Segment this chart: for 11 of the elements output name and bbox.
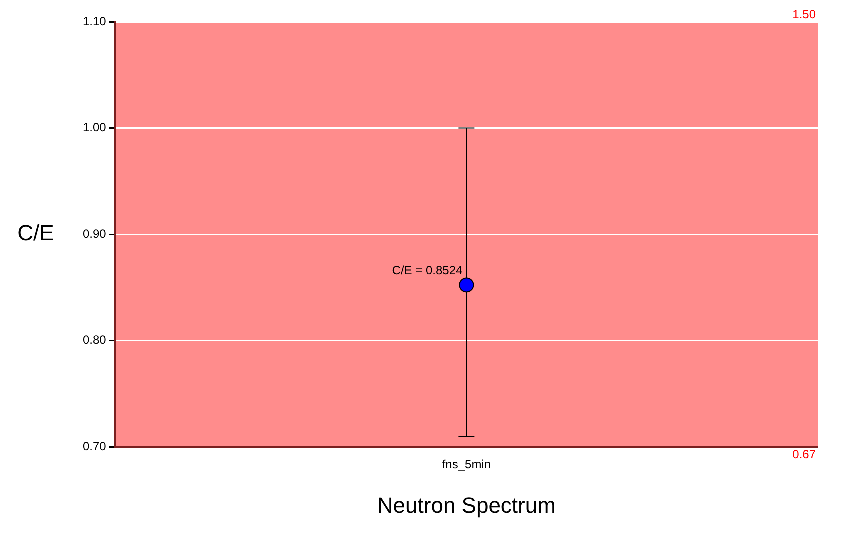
y-tick-label: 1.10 [82,14,107,28]
y-axis-title: C/E [18,220,54,246]
text: 1.50 [792,7,816,22]
y-tick-label: 0.70 [82,440,107,454]
annotation: C/E = 0.8524 [392,264,463,278]
y-tick-label: 1.00 [82,120,107,135]
text: 0.67 [792,448,816,462]
x-axis-title: Neutron Spectrum [377,492,556,518]
y-tick-label: 0.90 [82,226,107,241]
x-tick-label: fns_5min [442,458,492,472]
y-tick-label: 0.80 [82,333,107,348]
